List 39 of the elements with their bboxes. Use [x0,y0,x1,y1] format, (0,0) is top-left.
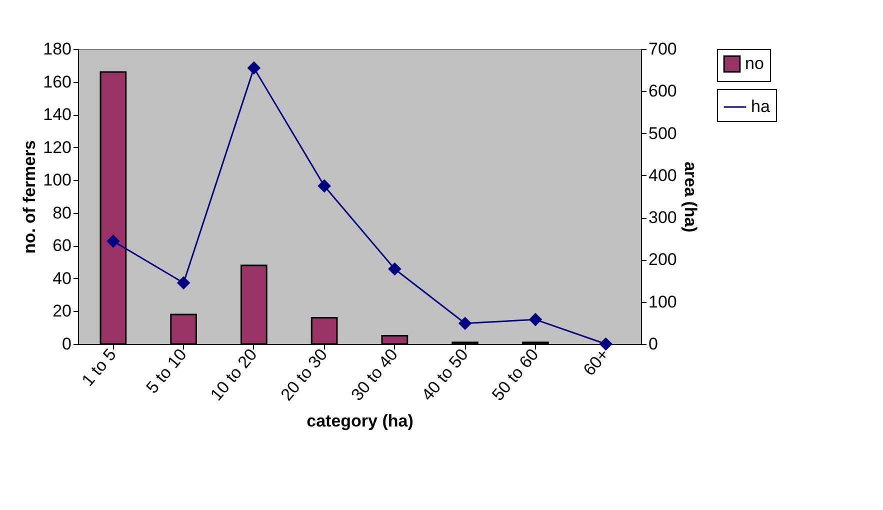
y-tick-label: 0 [62,334,72,354]
y-tick-label: 120 [43,138,72,157]
point [177,276,190,290]
x-tick-label: 60+ [580,345,613,380]
x-tick-label: 40 to 50 [418,345,472,404]
y2-tick-label: 400 [648,166,677,185]
y-axis-title: no. of fermers [20,140,40,254]
y2-tick-label: 200 [648,250,677,270]
x-tick-label: 50 to 60 [488,345,542,404]
point [248,62,260,74]
y2-tick-label: 0 [648,334,658,354]
y2-tick-label: 500 [648,124,677,143]
point [106,234,120,248]
y-tick-label: 140 [43,105,72,124]
point [600,338,612,350]
y-tick-label: 180 [43,40,72,58]
legend-label: no [745,54,764,73]
y2-tick-label: 100 [648,292,677,312]
y-tick-label: 20 [52,302,72,321]
x-tick-label: 30 to 40 [348,345,402,404]
y2-axis-title: area (ha) [680,162,700,232]
y-tick-label: 160 [43,72,72,92]
x-axis-title: category (ha) [306,412,414,431]
legend-label: ha [751,97,770,116]
y-tick-label: 60 [52,236,72,256]
point [388,262,401,276]
x-tick-label: 20 to 30 [277,345,332,404]
y2-tick-label: 300 [648,208,677,228]
x-tick-label: 1 to 5 [78,345,120,390]
x-tick-label: 10 to 20 [206,345,261,404]
y2-tick-label: 600 [648,82,677,101]
y-tick-label: 40 [52,268,72,288]
point [318,180,331,192]
x-tick-label: 5 to 10 [142,345,190,398]
y-tick-label: 100 [43,170,72,190]
y-tick-label: 80 [52,203,72,222]
point [458,317,472,330]
y2-tick-label: 700 [648,40,677,58]
point [529,313,542,326]
